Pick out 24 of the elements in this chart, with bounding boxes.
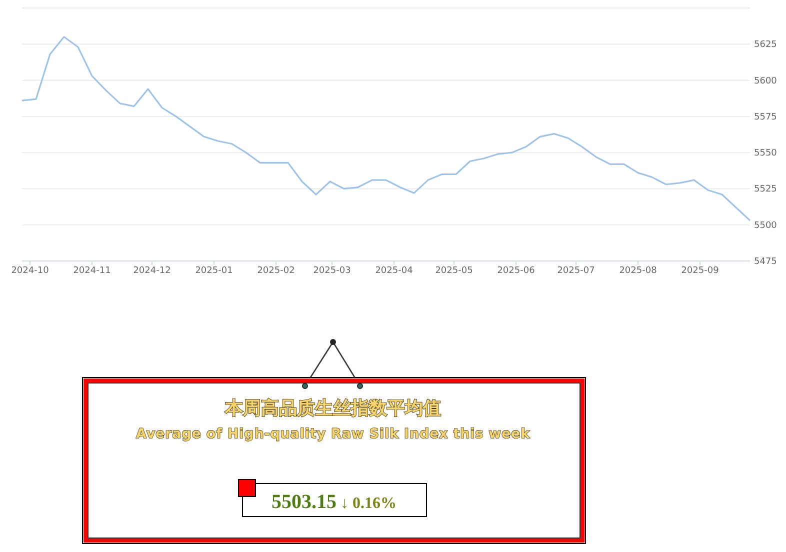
x-tick-label: 2025-02 [257, 266, 295, 276]
x-tick-label: 2025-09 [681, 266, 720, 276]
text: 本周高品质生丝指数平均值 [224, 398, 441, 419]
x-tick-label: 2025-08 [619, 266, 658, 276]
text: ↓ 0.16% [336, 495, 396, 512]
text: Average of High-quality Raw Silk Index this week [136, 426, 531, 442]
y-tick-label: 5625 [754, 40, 777, 50]
y-tick-label: 5575 [754, 112, 777, 122]
x-tick-label: 2025-03 [313, 266, 351, 276]
y-tick-label: 5550 [754, 148, 778, 159]
text: 5503.15 [272, 491, 336, 513]
y-tick-label: 5500 [754, 220, 778, 231]
x-tick-label: 2024-11 [73, 266, 111, 276]
x-tick-label: 2025-06 [497, 266, 536, 276]
x-tick-label: 2024-12 [133, 266, 171, 276]
x-tick-label: 2025-01 [195, 266, 233, 276]
line-series [21, 36, 751, 222]
x-tick-label: 2024-10 [11, 266, 50, 276]
x-tick-label: 2025-05 [435, 266, 473, 276]
x-tick-label: 2025-07 [557, 266, 595, 276]
y-tick-label: 5525 [754, 184, 777, 195]
y-tick-label: 5600 [754, 76, 778, 86]
y-tick-label: 5475 [754, 257, 777, 267]
x-tick-label: 2025-04 [375, 266, 414, 276]
